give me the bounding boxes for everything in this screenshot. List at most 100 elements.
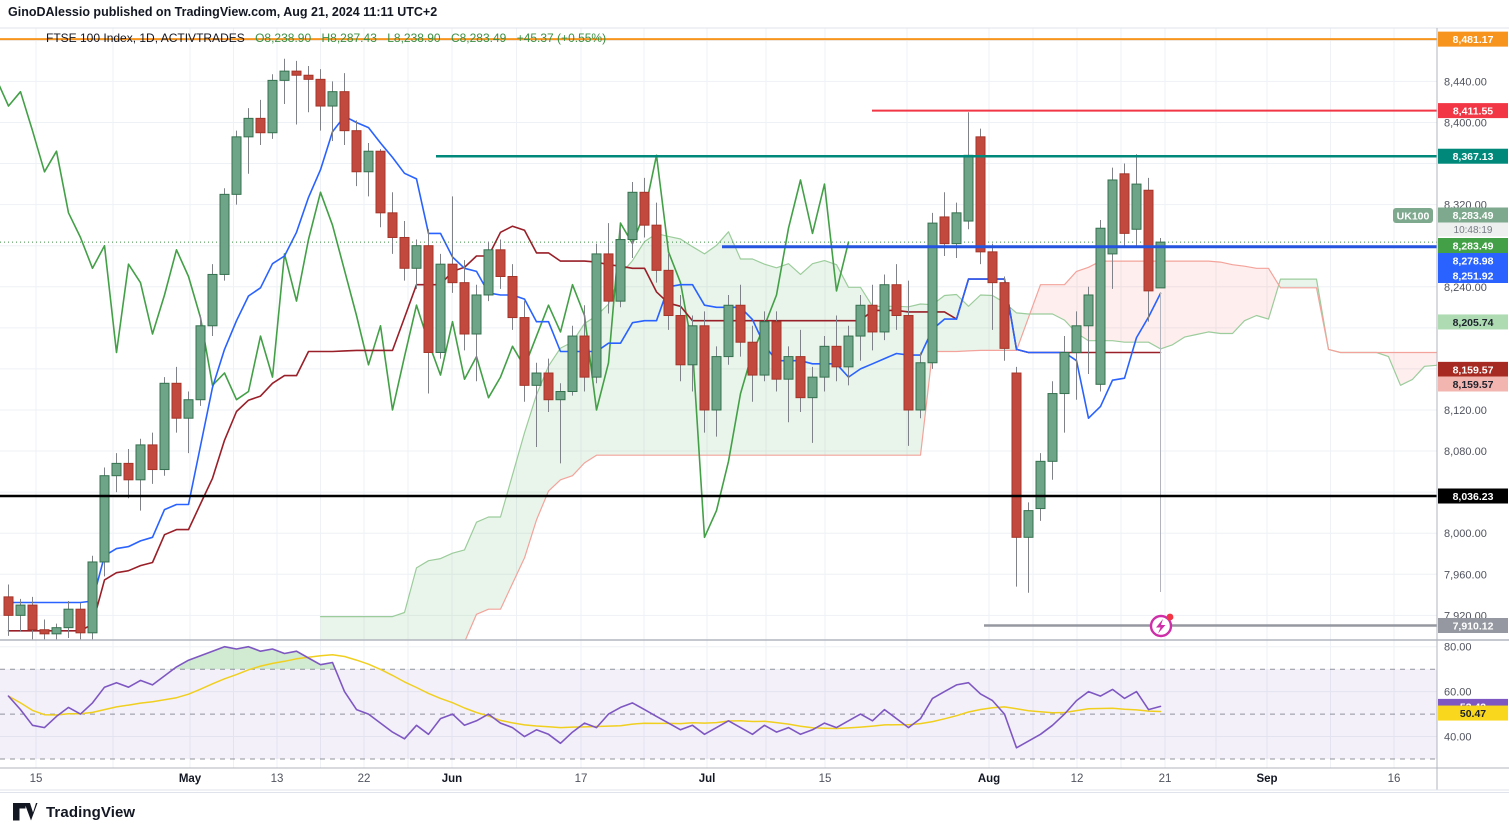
candle-down xyxy=(339,91,350,132)
ohlc-open: O8,238.90 xyxy=(255,31,312,45)
tradingview-logo-icon[interactable] xyxy=(12,801,38,823)
candle-down xyxy=(255,117,266,134)
candle-up xyxy=(615,239,626,302)
signal-marker-icon[interactable] xyxy=(1149,613,1174,638)
candle-up xyxy=(51,627,62,635)
candle-down xyxy=(507,275,518,319)
price-axis[interactable]: 8,440.008,400.008,320.008,240.008,120.00… xyxy=(1444,76,1487,743)
candle-up xyxy=(711,356,722,411)
ichimoku-cloud xyxy=(319,231,1437,640)
svg-text:8,159.57: 8,159.57 xyxy=(1453,379,1494,391)
tradingview-brand-text[interactable]: TradingView xyxy=(46,803,136,821)
svg-text:10:48:19: 10:48:19 xyxy=(1454,225,1493,236)
candle-up xyxy=(471,294,482,335)
rsi-label-50.47: 50.47 xyxy=(1438,705,1508,721)
candle-up xyxy=(135,444,146,481)
candle-up xyxy=(531,372,542,386)
candle-up xyxy=(267,79,278,134)
rsi-band xyxy=(0,669,1437,760)
svg-text:8,283.49: 8,283.49 xyxy=(1453,241,1494,253)
candle-up xyxy=(723,304,734,358)
candle-down xyxy=(123,462,134,481)
svg-text:22: 22 xyxy=(358,773,371,785)
candle-down xyxy=(975,136,986,253)
time-axis[interactable]: 15 May 13 22 Jun 17 Jul 15 Aug 12 21 Sep 16 xyxy=(30,773,1401,785)
candle-down xyxy=(1011,372,1022,538)
candle-up xyxy=(951,212,962,245)
candle-up xyxy=(219,193,230,275)
svg-text:8,440.00: 8,440.00 xyxy=(1444,76,1487,88)
candle-down xyxy=(663,269,674,317)
candle-down xyxy=(147,444,158,471)
candle-up xyxy=(1083,294,1094,327)
candle-up xyxy=(231,136,242,195)
candle-up xyxy=(855,304,866,337)
svg-text:8,278.98: 8,278.98 xyxy=(1453,256,1494,268)
candle-up xyxy=(243,117,254,138)
candle-down xyxy=(999,282,1010,349)
rsi-line xyxy=(7,645,1162,749)
grid xyxy=(0,28,1437,768)
svg-text:15: 15 xyxy=(819,773,832,785)
svg-text:Aug: Aug xyxy=(978,773,1000,785)
svg-text:80.00: 80.00 xyxy=(1444,642,1472,654)
svg-text:7,910.12: 7,910.12 xyxy=(1453,621,1494,633)
candle-down xyxy=(351,130,362,173)
candle-up xyxy=(555,391,566,401)
svg-text:16: 16 xyxy=(1388,773,1401,785)
candle-up xyxy=(483,249,494,296)
candle-down xyxy=(675,315,686,366)
candle-down xyxy=(543,372,554,401)
drawing-levels[interactable] xyxy=(0,38,1437,627)
candle-up xyxy=(15,604,26,616)
candle-down xyxy=(699,325,710,411)
svg-text:8,411.55: 8,411.55 xyxy=(1453,106,1493,118)
candle-down xyxy=(519,317,530,386)
candle-down xyxy=(171,382,182,419)
candle-down xyxy=(459,282,470,335)
candles xyxy=(3,58,1166,640)
ohlc-high: H8,287.43 xyxy=(321,31,377,45)
candle-up xyxy=(879,284,890,333)
ohlc-low: L8,238.90 xyxy=(387,31,441,45)
svg-text:13: 13 xyxy=(271,773,284,785)
candle-down xyxy=(603,253,614,302)
candle-down xyxy=(831,345,842,368)
candle-up xyxy=(591,253,602,378)
candle-up xyxy=(843,335,854,368)
svg-text:Jun: Jun xyxy=(442,773,462,785)
candle-up xyxy=(159,382,170,471)
svg-text:8,283.49: 8,283.49 xyxy=(1453,210,1494,222)
candle-up xyxy=(759,321,770,376)
candle-up xyxy=(435,263,446,353)
price-label-8251.92: 8,251.92 xyxy=(1438,268,1508,283)
symbol-title: FTSE 100 Index, 1D, ACTIVTRADES xyxy=(46,31,245,45)
svg-text:UK100: UK100 xyxy=(1397,211,1430,223)
candle-up xyxy=(1131,183,1142,230)
svg-text:60.00: 60.00 xyxy=(1444,687,1472,699)
svg-text:8,251.92: 8,251.92 xyxy=(1453,271,1494,283)
candle-up xyxy=(819,345,830,378)
svg-text:8,481.17: 8,481.17 xyxy=(1453,34,1494,46)
price-label-7910.12: 7,910.12 xyxy=(1438,618,1508,634)
candle-down xyxy=(579,335,590,378)
candle-up xyxy=(327,91,338,107)
svg-text:21: 21 xyxy=(1159,773,1172,785)
candle-up xyxy=(363,150,374,173)
svg-text:15: 15 xyxy=(30,773,43,785)
candle-up xyxy=(1071,325,1082,353)
candle-down xyxy=(987,251,998,284)
price-label-8159.57: 8,159.57 xyxy=(1438,376,1508,392)
price-label-8481.17: 8,481.17 xyxy=(1438,31,1508,47)
price-label-8367.13: 8,367.13 xyxy=(1438,148,1508,164)
ohlc-close: C8,283.49 xyxy=(450,31,507,45)
candle-down xyxy=(651,224,662,271)
svg-text:50.47: 50.47 xyxy=(1460,708,1486,720)
candle-up xyxy=(63,608,74,629)
candle-down xyxy=(423,245,434,353)
svg-text:Jul: Jul xyxy=(699,773,716,785)
candle-up xyxy=(1059,351,1070,395)
candle-up xyxy=(1023,510,1034,538)
svg-text:8,240.00: 8,240.00 xyxy=(1444,282,1487,294)
